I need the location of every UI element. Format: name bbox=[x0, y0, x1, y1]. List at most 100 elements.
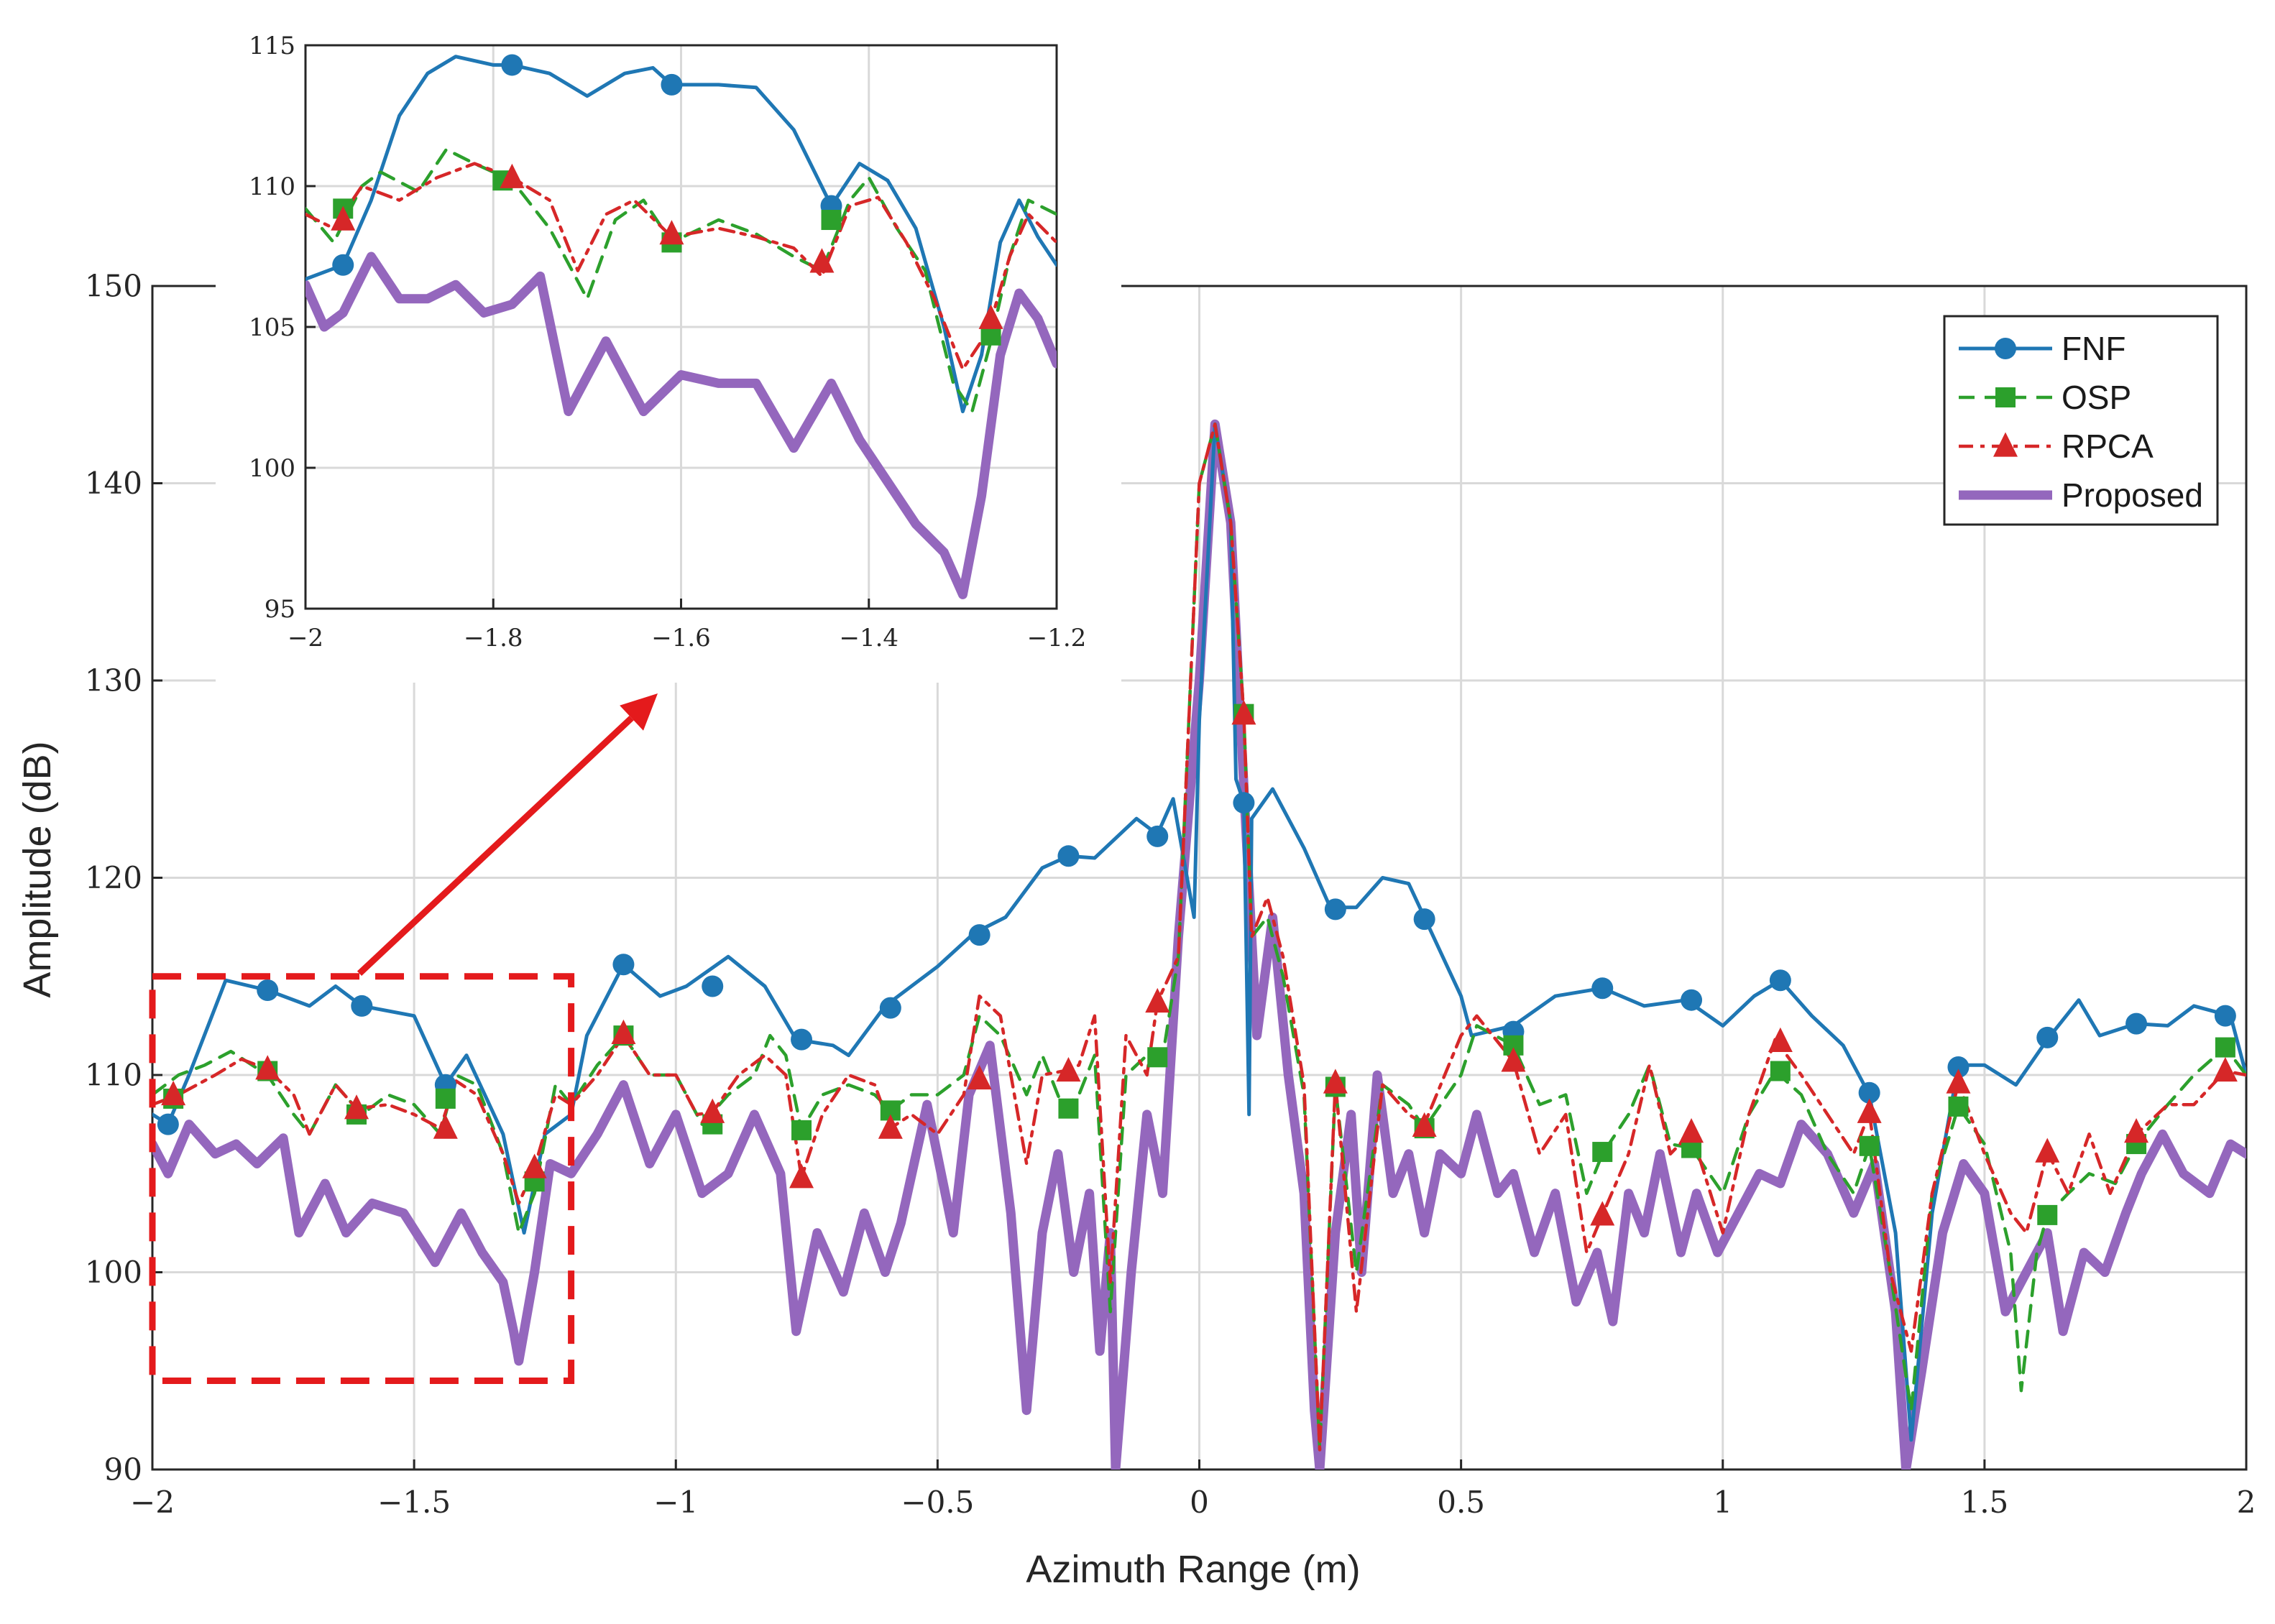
main-marker-fnf bbox=[2036, 1026, 2059, 1048]
inset-marker-fnf bbox=[332, 254, 354, 276]
main-marker-rpca bbox=[161, 1080, 186, 1106]
main-marker-osp bbox=[2215, 1037, 2235, 1058]
legend-label-rpca: RPCA bbox=[2062, 428, 2154, 465]
legend-label-osp: OSP bbox=[2062, 379, 2131, 416]
main-marker-fnf bbox=[1681, 989, 1703, 1011]
legend-items: FNF OSP RPCA Proposed bbox=[1959, 330, 2203, 514]
main-marker-rpca bbox=[700, 1098, 725, 1123]
main-marker-rpca bbox=[1679, 1118, 1704, 1143]
main-marker-osp bbox=[1147, 1047, 1168, 1068]
inset-y-tick-label: 95 bbox=[265, 595, 295, 624]
main-marker-osp bbox=[1770, 1061, 1791, 1081]
main-marker-rpca bbox=[1323, 1069, 1348, 1094]
zoom-arrow-head bbox=[620, 693, 658, 731]
legend: FNF OSP RPCA Proposed bbox=[1943, 315, 2219, 526]
inset-marker-fnf bbox=[661, 73, 683, 96]
inset-series-rpca bbox=[305, 162, 1057, 372]
main-x-tick-label: 1.5 bbox=[1960, 1485, 2008, 1520]
main-marker-fnf bbox=[1413, 908, 1435, 931]
main-marker-rpca bbox=[967, 1064, 992, 1090]
main-y-tick-label: 150 bbox=[85, 269, 142, 304]
main-x-tick-label: 0 bbox=[1190, 1485, 1209, 1520]
legend-label-fnf: FNF bbox=[2062, 330, 2125, 367]
main-marker-rpca bbox=[2035, 1138, 2060, 1163]
main-marker-osp bbox=[1948, 1096, 1969, 1117]
inset-marker-fnf bbox=[501, 54, 523, 76]
main-ticks: −2 −1.5 −1 −0.5 0 0.5 1 1.5 2 90 100 110 120 130 140 15… bbox=[85, 269, 2256, 1520]
main-y-tick-label: 110 bbox=[85, 1058, 142, 1093]
main-marker-osp bbox=[791, 1120, 812, 1140]
legend-marker-fnf bbox=[1995, 338, 2016, 359]
zoom-region-box bbox=[149, 973, 575, 1384]
inset-marker-rpca bbox=[809, 248, 835, 273]
main-marker-rpca bbox=[1501, 1047, 1526, 1072]
main-marker-osp bbox=[1592, 1142, 1613, 1163]
inset-marker-osp bbox=[821, 210, 842, 231]
inset-marker-rpca bbox=[331, 206, 356, 231]
main-y-tick-label: 130 bbox=[85, 663, 142, 698]
x-axis-title: Azimuth Range (m) bbox=[1026, 1548, 1360, 1591]
main-marker-rpca bbox=[522, 1153, 547, 1178]
main-marker-fnf bbox=[1769, 969, 1791, 992]
main-marker-fnf bbox=[1146, 825, 1169, 847]
main-marker-rpca bbox=[1231, 700, 1256, 725]
main-x-tick-label: −1 bbox=[653, 1485, 698, 1520]
zoom-arrow bbox=[357, 715, 634, 977]
main-marker-fnf bbox=[612, 954, 635, 976]
main-marker-osp bbox=[435, 1088, 456, 1109]
main-marker-fnf bbox=[1324, 898, 1346, 921]
main-marker-fnf bbox=[351, 995, 373, 1017]
inset-markers bbox=[331, 54, 1003, 346]
inset-background bbox=[216, 14, 1121, 683]
main-marker-fnf bbox=[968, 924, 991, 946]
main-marker-rpca bbox=[1768, 1027, 1793, 1052]
main-marker-rpca bbox=[789, 1163, 814, 1189]
main-marker-fnf bbox=[791, 1028, 813, 1051]
main-marker-rpca bbox=[1946, 1069, 1971, 1094]
inset-marker-rpca bbox=[978, 304, 1003, 329]
main-marker-rpca bbox=[1056, 1056, 1081, 1082]
main-marker-rpca bbox=[1590, 1201, 1615, 1226]
inset-series-fnf bbox=[305, 55, 1057, 414]
main-marker-osp bbox=[2037, 1204, 2058, 1225]
inset-y-tick-label: 115 bbox=[249, 32, 295, 60]
main-marker-fnf bbox=[702, 975, 724, 997]
main-marker-fnf bbox=[157, 1113, 179, 1135]
main-x-tick-label: −0.5 bbox=[901, 1485, 974, 1520]
legend-label-proposed: Proposed bbox=[2062, 476, 2203, 514]
main-marker-osp bbox=[1058, 1098, 1079, 1119]
main-marker-rpca bbox=[611, 1019, 636, 1045]
main-marker-rpca bbox=[433, 1114, 458, 1139]
inset-x-tick-label: −1.8 bbox=[464, 624, 523, 652]
main-y-tick-label: 100 bbox=[85, 1255, 142, 1290]
main-marker-rpca bbox=[2212, 1056, 2238, 1082]
main-marker-rpca bbox=[1145, 987, 1170, 1013]
main-x-tick-label: 0.5 bbox=[1437, 1485, 1485, 1520]
legend-marker-rpca bbox=[1993, 432, 2018, 457]
main-markers bbox=[157, 700, 2238, 1226]
main-marker-rpca bbox=[2124, 1118, 2149, 1143]
main-marker-rpca bbox=[344, 1094, 369, 1120]
main-marker-fnf bbox=[2214, 1005, 2236, 1027]
inset-x-tick-label: −2 bbox=[288, 624, 323, 652]
main-marker-fnf bbox=[1057, 845, 1080, 867]
y-axis-title: Amplitude (dB) bbox=[16, 741, 59, 997]
main-marker-rpca bbox=[878, 1114, 903, 1139]
inset-y-tick-label: 100 bbox=[249, 454, 295, 483]
main-y-tick-label: 90 bbox=[104, 1452, 142, 1487]
main-marker-fnf bbox=[1947, 1056, 1970, 1079]
main-x-tick-label: −2 bbox=[130, 1485, 175, 1520]
inset-ticks: −2 −1.8 −1.6 −1.4 −1.2 95 100 105 110 115 bbox=[249, 32, 1086, 652]
inset-x-tick-label: −1.2 bbox=[1027, 624, 1087, 652]
main-x-tick-label: 2 bbox=[2237, 1485, 2256, 1520]
main-marker-rpca bbox=[1412, 1112, 1437, 1138]
inset-y-tick-label: 110 bbox=[249, 172, 295, 201]
main-x-tick-label: 1 bbox=[1713, 1485, 1732, 1520]
inset-marker-rpca bbox=[500, 163, 525, 188]
main-marker-fnf bbox=[1591, 977, 1614, 1000]
main-marker-osp bbox=[1859, 1135, 1880, 1156]
inset-x-tick-label: −1.6 bbox=[651, 624, 711, 652]
main-marker-fnf bbox=[257, 979, 279, 1001]
main-marker-fnf bbox=[1233, 792, 1255, 814]
